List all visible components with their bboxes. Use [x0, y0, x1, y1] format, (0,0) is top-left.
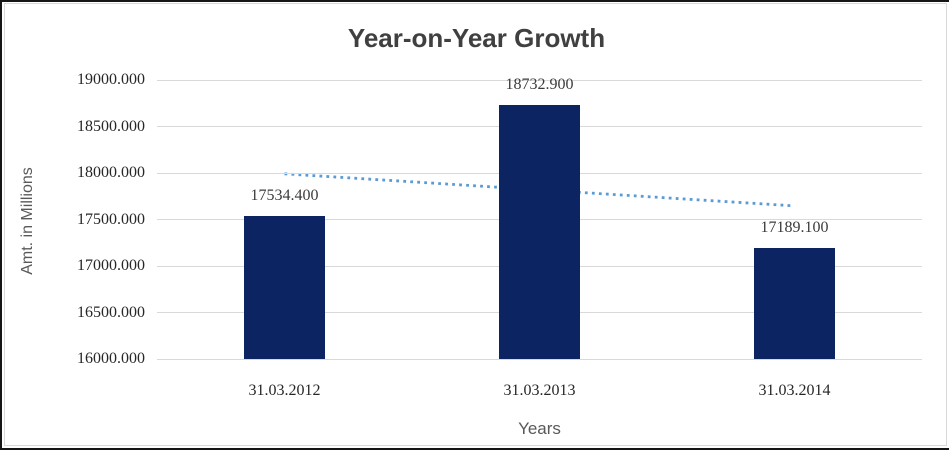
data-label: 17534.400 — [250, 187, 319, 205]
y-axis-title: Amt. in Millions — [19, 167, 36, 275]
y-tick-label: 18500.000 — [77, 117, 145, 135]
y-tick-label: 17500.000 — [77, 210, 145, 228]
bar — [499, 104, 580, 359]
x-axis-title: Years — [518, 419, 561, 438]
y-tick-label: 16000.000 — [77, 350, 145, 367]
chart-title: Year-on-Year Growth — [347, 23, 606, 53]
y-tick-label: 16500.000 — [77, 303, 145, 321]
y-tick-label: 19000.000 — [77, 71, 145, 88]
x-tick-label: 31.03.2014 — [758, 382, 831, 399]
data-label: 18732.900 — [505, 75, 574, 93]
y-tick-label: 17000.000 — [77, 257, 145, 274]
bar — [244, 216, 325, 359]
bar — [754, 248, 835, 359]
y-tick-label: 18000.000 — [77, 164, 145, 181]
x-tick-label: 31.03.2012 — [248, 382, 321, 399]
x-tick-label: 31.03.2013 — [503, 382, 576, 399]
data-label: 17189.100 — [760, 219, 829, 237]
